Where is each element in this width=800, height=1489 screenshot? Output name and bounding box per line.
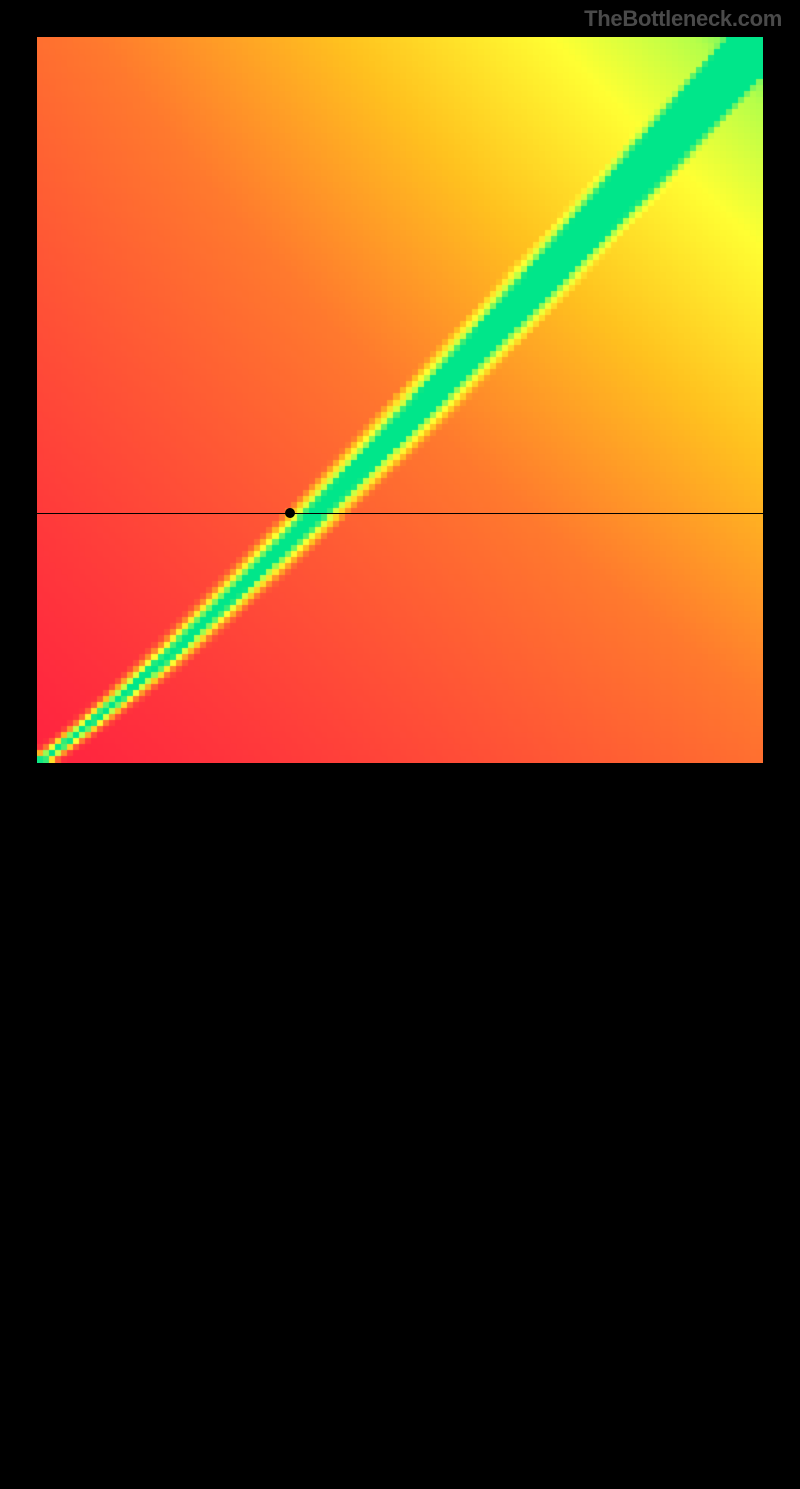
watermark-text: TheBottleneck.com	[584, 6, 782, 32]
crosshair-vertical	[290, 763, 291, 1489]
crosshair-horizontal	[37, 513, 763, 514]
heatmap-canvas	[37, 37, 763, 763]
crosshair-marker	[285, 508, 295, 518]
heatmap-plot	[37, 37, 763, 763]
